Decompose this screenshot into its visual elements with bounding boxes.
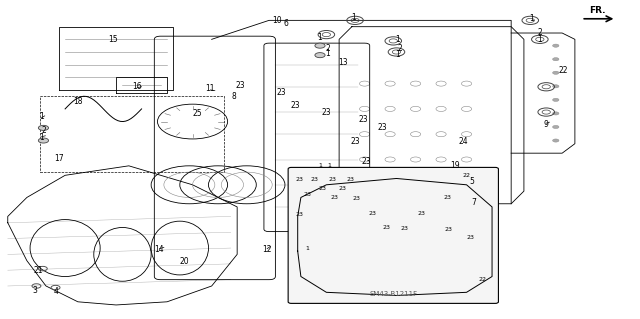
Text: 1: 1 xyxy=(396,35,400,44)
Text: 3: 3 xyxy=(33,286,38,295)
Text: 23: 23 xyxy=(400,226,408,231)
Text: 23: 23 xyxy=(296,177,303,182)
Text: 23: 23 xyxy=(329,177,337,182)
Text: 19: 19 xyxy=(451,161,460,170)
Text: 23: 23 xyxy=(445,227,452,232)
Text: 6: 6 xyxy=(283,19,288,28)
Text: 18: 18 xyxy=(73,97,83,107)
Text: 2: 2 xyxy=(42,126,47,135)
Circle shape xyxy=(552,112,559,115)
Text: 23: 23 xyxy=(236,81,245,90)
Circle shape xyxy=(315,43,325,48)
Text: 2: 2 xyxy=(538,27,542,37)
Text: 25: 25 xyxy=(192,109,202,118)
Text: 1: 1 xyxy=(305,246,309,250)
Text: 16: 16 xyxy=(132,82,142,91)
Text: 23: 23 xyxy=(291,101,301,110)
Text: 1: 1 xyxy=(529,14,534,23)
Text: 23: 23 xyxy=(444,195,451,200)
Text: 23: 23 xyxy=(378,123,387,132)
Text: 11: 11 xyxy=(205,84,215,93)
Text: 24: 24 xyxy=(459,137,468,146)
Text: 1: 1 xyxy=(538,35,542,44)
Circle shape xyxy=(552,139,559,142)
Circle shape xyxy=(38,125,49,130)
Circle shape xyxy=(552,85,559,88)
Text: 2: 2 xyxy=(325,44,330,53)
Text: 23: 23 xyxy=(321,108,331,117)
Text: 23: 23 xyxy=(339,186,346,191)
Text: 10: 10 xyxy=(272,16,282,25)
Text: 22: 22 xyxy=(479,277,486,282)
Circle shape xyxy=(38,138,49,143)
Text: 12: 12 xyxy=(262,245,272,254)
Text: 23: 23 xyxy=(353,196,361,201)
Text: 4: 4 xyxy=(54,287,59,296)
Circle shape xyxy=(315,53,325,58)
Text: 1: 1 xyxy=(396,50,400,59)
Circle shape xyxy=(552,98,559,101)
Text: 23: 23 xyxy=(296,212,303,217)
Text: 23: 23 xyxy=(368,211,376,216)
Text: 23: 23 xyxy=(311,177,319,182)
Text: 22: 22 xyxy=(463,173,470,178)
Text: 2: 2 xyxy=(397,44,402,53)
Text: 7: 7 xyxy=(472,198,477,207)
Text: 5: 5 xyxy=(469,176,474,186)
Text: 23: 23 xyxy=(330,195,338,200)
Text: 23: 23 xyxy=(418,211,426,216)
Text: SM43-B1211F: SM43-B1211F xyxy=(369,291,417,297)
Text: 1: 1 xyxy=(328,163,332,168)
Text: 1: 1 xyxy=(325,49,330,58)
Text: 23: 23 xyxy=(350,137,360,146)
Text: 15: 15 xyxy=(108,35,118,44)
Text: 8: 8 xyxy=(232,93,236,101)
Text: 23: 23 xyxy=(382,225,390,230)
Text: 20: 20 xyxy=(179,257,189,266)
Text: 1: 1 xyxy=(317,33,323,42)
Text: 14: 14 xyxy=(155,245,164,254)
Text: FR.: FR. xyxy=(589,6,605,15)
Text: 17: 17 xyxy=(54,154,63,163)
Text: 23: 23 xyxy=(277,88,287,97)
FancyBboxPatch shape xyxy=(288,167,499,303)
Text: 23: 23 xyxy=(319,186,326,191)
Circle shape xyxy=(552,44,559,47)
Text: 23: 23 xyxy=(361,157,371,166)
Circle shape xyxy=(552,71,559,74)
Text: 23: 23 xyxy=(303,192,311,197)
Text: 23: 23 xyxy=(347,177,355,182)
Text: 1: 1 xyxy=(39,112,44,121)
Circle shape xyxy=(552,58,559,61)
Text: 1: 1 xyxy=(351,13,356,22)
Text: 23: 23 xyxy=(358,115,368,124)
Circle shape xyxy=(552,125,559,129)
Text: 22: 22 xyxy=(559,66,568,75)
Text: 1: 1 xyxy=(318,163,322,168)
Text: 9: 9 xyxy=(544,120,548,129)
Text: 21: 21 xyxy=(33,266,43,275)
Text: 1: 1 xyxy=(39,133,44,142)
Text: 23: 23 xyxy=(467,235,474,241)
Text: 13: 13 xyxy=(338,58,348,67)
